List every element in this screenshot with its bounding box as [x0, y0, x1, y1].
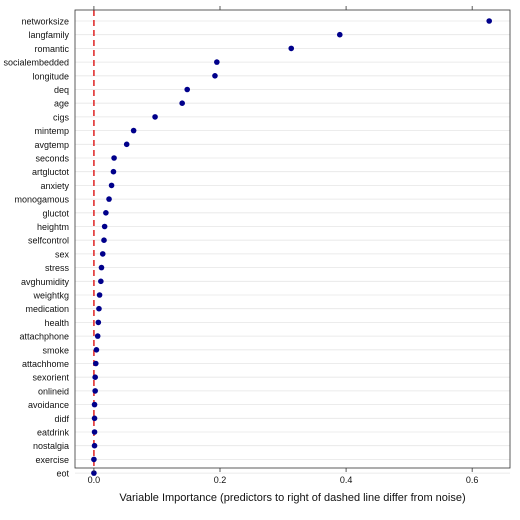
x-axis-title: Variable Importance (predictors to right…	[119, 492, 465, 504]
y-tick-label-longitude: longitude	[32, 71, 69, 81]
y-tick-label-medication: medication	[25, 304, 69, 314]
y-tick-label-attachphone: attachphone	[19, 332, 69, 342]
point-mintemp	[130, 127, 137, 134]
y-tick-label-attachhome: attachhome	[22, 359, 69, 369]
point-gluctot	[103, 210, 109, 216]
y-tick-label-anxiety: anxiety	[40, 181, 69, 191]
point-eot	[91, 470, 97, 476]
point-smoke	[93, 347, 100, 353]
y-tick-label-age: age	[54, 99, 69, 109]
y-tick-label-seconds: seconds	[35, 154, 69, 164]
y-tick-label-eatdrink: eatdrink	[37, 428, 70, 438]
point-attachphone	[94, 333, 101, 339]
y-tick-label-deq: deq	[54, 85, 69, 95]
x-tick-label-0.6: 0.6	[466, 475, 479, 485]
point-langfamily	[336, 31, 343, 38]
y-tick-label-avoidance: avoidance	[28, 400, 69, 410]
point-didf	[91, 415, 98, 422]
y-tick-label-gluctot: gluctot	[42, 208, 69, 218]
y-tick-label-eot: eot	[56, 469, 69, 479]
y-tick-label-socialembedded: socialembedded	[3, 58, 69, 68]
point-avgtemp	[123, 141, 130, 148]
point-artgluctot	[110, 168, 117, 175]
point-anxiety	[108, 182, 115, 189]
y-tick-label-cigs: cigs	[53, 112, 70, 122]
point-socialembedded	[214, 59, 220, 65]
point-avghumidity	[98, 278, 104, 285]
point-cigs	[152, 114, 158, 120]
y-tick-label-networksize: networksize	[21, 17, 69, 27]
y-tick-label-exercise: exercise	[35, 455, 69, 465]
y-tick-label-health: health	[44, 318, 69, 328]
point-onlineid	[92, 388, 98, 394]
y-tick-label-smoke: smoke	[42, 345, 69, 355]
y-tick-label-nostalgia: nostalgia	[33, 441, 69, 451]
grid-layer	[75, 20, 510, 474]
point-attachhome	[93, 360, 99, 367]
y-tick-label-avgtemp: avgtemp	[34, 140, 69, 150]
point-health	[95, 319, 102, 326]
y-tick-label-sex: sex	[55, 249, 70, 259]
point-longitude	[212, 73, 218, 79]
point-deq	[184, 86, 191, 93]
y-tick-label-selfcontrol: selfcontrol	[28, 236, 69, 246]
point-eatdrink	[91, 429, 98, 435]
point-heightm	[101, 223, 108, 230]
y-tick-label-langfamily: langfamily	[28, 30, 69, 40]
point-exercise	[91, 456, 97, 463]
y-tick-labels: networksize langfamily romantic socialembed…	[3, 17, 69, 479]
point-seconds	[111, 155, 117, 161]
points-layer	[91, 18, 492, 476]
point-romantic	[288, 45, 295, 52]
y-tick-label-onlineid: onlineid	[38, 386, 69, 396]
y-tick-label-didf: didf	[54, 414, 69, 424]
point-nostalgia	[91, 442, 98, 449]
x-tick-label-0.4: 0.4	[340, 475, 353, 485]
y-tick-label-artgluctot: artgluctot	[32, 167, 70, 177]
x-tick-label-0.2: 0.2	[214, 475, 227, 485]
y-tick-label-avghumidity: avghumidity	[21, 277, 70, 287]
y-tick-label-sexorient: sexorient	[32, 373, 69, 383]
point-monogamous	[106, 196, 112, 202]
y-tick-label-stress: stress	[45, 263, 70, 273]
y-tick-label-romantic: romantic	[34, 44, 69, 54]
y-tick-label-heightm: heightm	[37, 222, 69, 232]
point-medication	[96, 305, 102, 312]
point-sexorient	[92, 374, 98, 381]
y-tick-label-mintemp: mintemp	[34, 126, 69, 136]
point-sex	[99, 251, 106, 257]
point-age	[179, 100, 185, 106]
x-tick-label-0.0: 0.0	[88, 475, 101, 485]
point-selfcontrol	[101, 237, 107, 243]
point-weightkg	[96, 292, 103, 298]
point-networksize	[486, 18, 492, 24]
x-ticks: 0.0 0.2 0.4 0.6	[88, 6, 479, 485]
plot-frame	[74, 9, 511, 469]
y-tick-label-monogamous: monogamous	[14, 195, 69, 205]
y-tick-label-weightkg: weightkg	[32, 291, 69, 301]
point-avoidance	[91, 401, 98, 408]
point-stress	[98, 264, 105, 271]
